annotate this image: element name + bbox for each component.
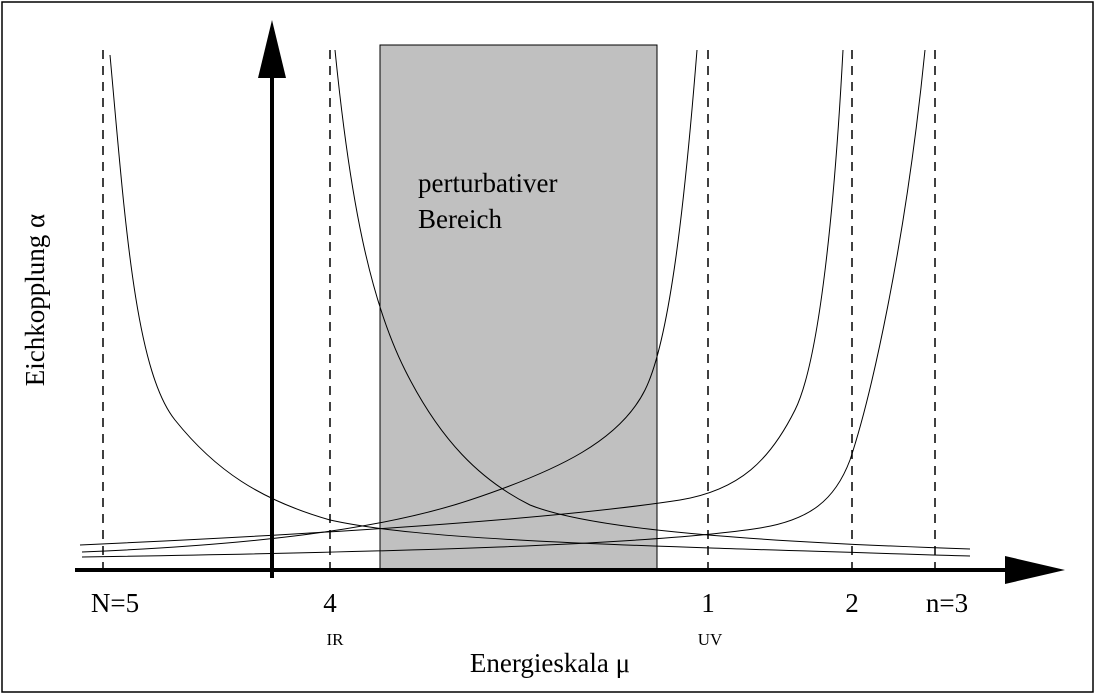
axes xyxy=(75,20,1065,584)
region-label: Bereich xyxy=(418,204,502,234)
y-axis-label: Eichkopplung α xyxy=(20,214,50,386)
tick-label: N=5 xyxy=(91,588,139,618)
tick-label: 4 xyxy=(323,588,337,618)
dashed-lines xyxy=(102,50,936,568)
tick-label: 1 xyxy=(701,588,715,618)
tick-sublabel: IR xyxy=(327,630,345,649)
tick-label: 2 xyxy=(845,588,859,618)
curves xyxy=(79,49,971,558)
perturbative-region xyxy=(379,44,658,571)
tick-label: n=3 xyxy=(926,588,968,618)
tick-sublabel: UV xyxy=(698,630,723,649)
region-label: perturbativer xyxy=(418,168,557,198)
x-axis-label: Energieskala μ xyxy=(470,648,630,678)
